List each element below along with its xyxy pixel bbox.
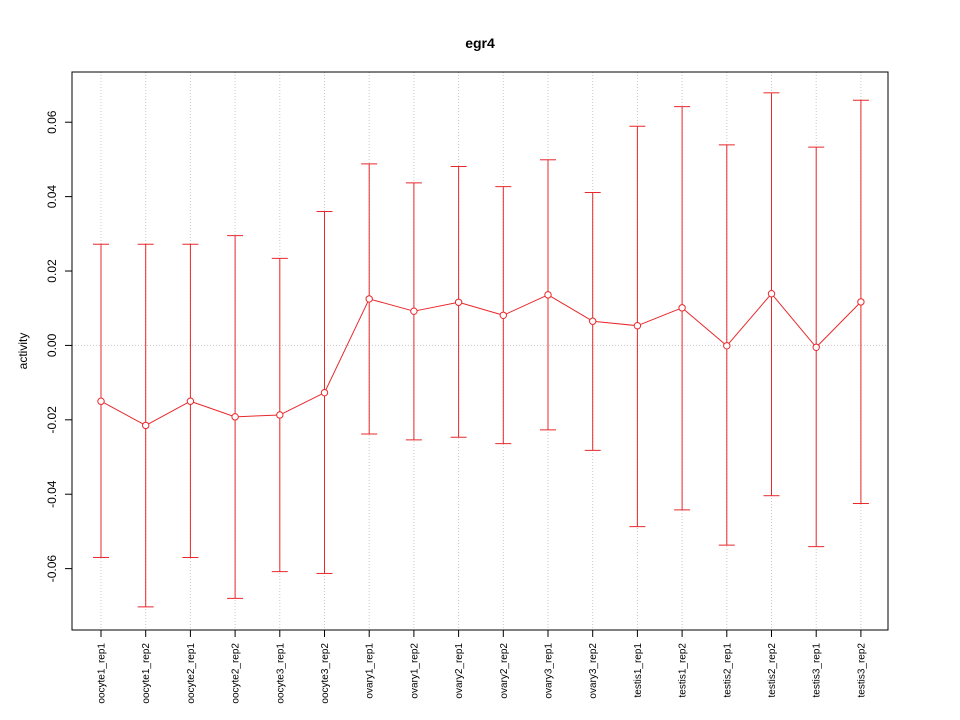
series-line-segment <box>503 294 549 316</box>
data-point <box>365 295 373 303</box>
series-line-segment <box>771 293 817 348</box>
data-point <box>633 322 642 330</box>
data-point <box>812 343 820 351</box>
grid <box>72 72 888 630</box>
series <box>93 92 869 608</box>
x-tick-label: testis2_rep1 <box>722 643 733 698</box>
series-line-segment <box>547 294 593 322</box>
series-line-segment <box>145 400 191 426</box>
data-point <box>410 307 418 315</box>
x-tick-label: testis3_rep1 <box>812 643 823 698</box>
y-tick-label: 0.02 <box>45 259 59 283</box>
data-point <box>857 298 865 306</box>
data-point <box>678 304 686 312</box>
x-tick-label: testis3_rep2 <box>856 643 867 698</box>
y-tick-label: -0.04 <box>45 480 59 508</box>
x-tick-label: oocyte2_rep1 <box>186 643 197 704</box>
series-line-segment <box>637 307 683 327</box>
series-line-segment <box>413 301 459 312</box>
x-tick-label: oocyte3_rep2 <box>320 643 331 704</box>
series-line-segment <box>726 293 772 347</box>
data-point <box>231 413 239 421</box>
y-tick-label: -0.06 <box>45 555 59 583</box>
series-line-segment <box>279 392 325 416</box>
x-tick-label: testis1_rep1 <box>633 643 644 698</box>
data-point <box>186 397 195 405</box>
series-line-segment <box>458 301 504 316</box>
y-axis-label: activity <box>16 333 30 370</box>
x-tick-label: oocyte2_rep2 <box>231 643 242 704</box>
x-tick-label: testis1_rep2 <box>678 643 689 698</box>
chart-title: egr4 <box>465 35 495 51</box>
y-axis: -0.06 -0.04 -0.02 0.00 0.02 0.04 0.06 <box>45 110 73 583</box>
y-tick-label: 0.00 <box>45 333 59 357</box>
data-point <box>276 411 284 419</box>
y-tick-label: 0.06 <box>45 110 59 134</box>
series-line-segment <box>235 414 280 418</box>
x-tick-label: oocyte3_rep1 <box>275 643 286 704</box>
plot-frame <box>71 71 889 631</box>
x-tick-label: testis2_rep2 <box>767 643 778 698</box>
x-tick-label: ovary3_rep1 <box>544 643 555 699</box>
data-point <box>767 290 776 298</box>
series-line-segment <box>190 400 236 418</box>
series-line-segment <box>681 307 728 347</box>
x-tick-label: ovary1_rep1 <box>365 643 376 699</box>
x-tick-label: oocyte1_rep1 <box>97 643 108 704</box>
x-tick-label: ovary1_rep2 <box>409 643 420 699</box>
data-point <box>544 291 552 299</box>
series-line-segment <box>324 298 370 393</box>
data-point <box>142 421 150 430</box>
data-point <box>589 317 597 325</box>
series-line-segment <box>592 320 638 327</box>
series-line-segment <box>815 301 862 348</box>
data-point <box>454 298 463 306</box>
x-tick-label: oocyte1_rep2 <box>141 643 152 704</box>
data-point <box>97 397 105 405</box>
x-tick-label: ovary3_rep2 <box>588 643 599 699</box>
series-line-segment <box>369 298 415 312</box>
x-tick-label: ovary2_rep2 <box>499 643 510 699</box>
x-tick-label: ovary2_rep1 <box>454 643 465 699</box>
data-point <box>320 388 329 397</box>
data-point <box>723 342 731 350</box>
y-tick-label: 0.04 <box>45 185 59 209</box>
y-tick-label: -0.02 <box>45 406 59 434</box>
data-point <box>499 311 507 319</box>
x-axis: oocyte1_rep1 oocyte1_rep2 oocyte2_rep1 oocy… <box>97 629 867 704</box>
series-line-segment <box>100 400 146 426</box>
